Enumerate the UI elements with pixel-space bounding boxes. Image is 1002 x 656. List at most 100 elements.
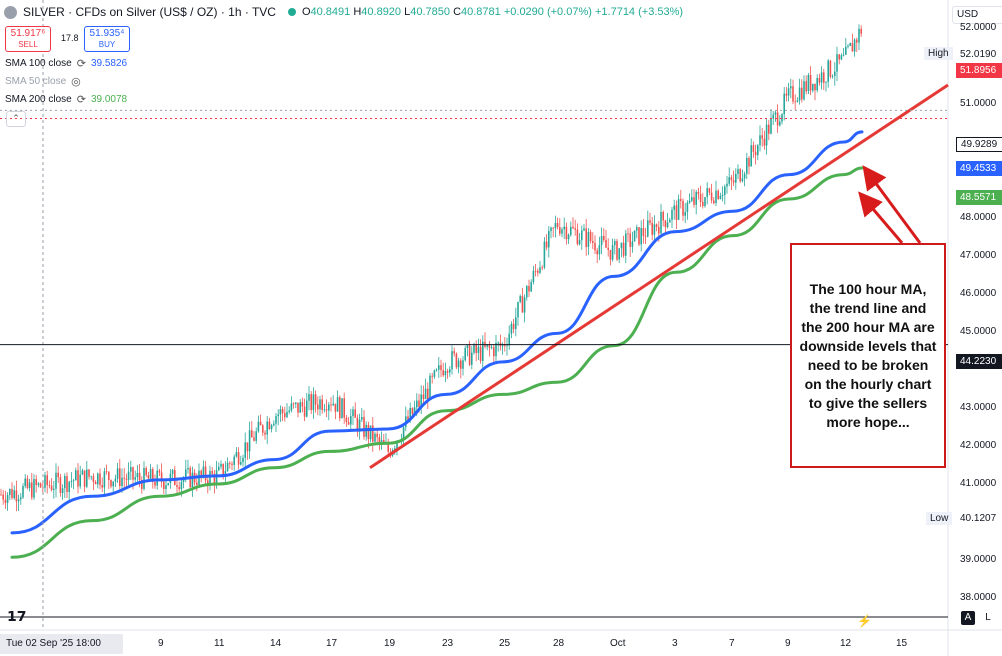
candle-body <box>847 45 849 47</box>
candle-body <box>101 485 103 488</box>
settings-icon[interactable]: ⟳ <box>76 58 86 70</box>
candle-body <box>143 467 145 489</box>
candle-body <box>160 472 163 482</box>
candle-body <box>6 495 9 503</box>
candle-body <box>378 437 381 443</box>
sma100-tag: 49.4533 <box>956 161 1002 176</box>
log-scale-button[interactable]: L <box>985 612 991 623</box>
candle-body <box>532 270 535 283</box>
candle-body <box>321 399 323 410</box>
candle-body <box>46 475 48 486</box>
collapse-indicators-button[interactable]: ⌃ <box>6 111 26 127</box>
candle-body <box>279 409 282 415</box>
candle-body <box>589 231 592 242</box>
hidden-eye-icon[interactable]: ◎ <box>71 76 81 88</box>
spread-value: 17.8 <box>61 33 79 43</box>
symbol-icon <box>4 5 17 19</box>
candle-body <box>783 93 785 115</box>
candle-body <box>578 240 581 245</box>
candle-body <box>669 219 671 223</box>
candle-body <box>565 226 568 240</box>
candle-body <box>281 409 284 414</box>
candle-body <box>411 407 414 415</box>
candle-body <box>521 296 524 313</box>
candle-body <box>695 191 697 205</box>
candle-body <box>776 112 779 126</box>
candle-body <box>620 242 623 249</box>
candle-body <box>440 365 442 371</box>
candle-body <box>653 224 656 235</box>
price-tick: 39.0000 <box>960 554 997 565</box>
candle-body <box>380 439 383 443</box>
candle-body <box>671 209 673 220</box>
candle-body <box>713 200 715 204</box>
candle-body <box>673 205 675 210</box>
candle-body <box>655 224 658 227</box>
candle-body <box>288 410 290 412</box>
indicator-sma50[interactable]: SMA 50 close ◎ <box>5 76 81 88</box>
indicator-sma100[interactable]: SMA 100 close ⟳ 39.5826 <box>5 58 128 70</box>
candle-body <box>552 227 554 229</box>
candle-body <box>530 282 532 292</box>
candle-body <box>341 398 343 419</box>
candle-body <box>644 235 647 237</box>
candle-body <box>684 211 686 216</box>
buy-button[interactable]: 51.935⁴ BUY <box>84 26 130 52</box>
candle-body <box>306 400 308 417</box>
candle-body <box>488 344 491 348</box>
candle-body <box>231 463 233 465</box>
currency-select[interactable]: USD <box>952 6 1002 24</box>
candle-body <box>682 200 684 216</box>
candle-body <box>801 87 803 100</box>
candle-body <box>416 400 418 408</box>
candle-body <box>396 441 398 449</box>
candle-body <box>446 370 449 373</box>
candle-body <box>147 475 150 479</box>
candle-body <box>842 54 845 56</box>
series-line-sma-100-close <box>10 130 864 535</box>
candle-body <box>413 407 416 415</box>
settings-icon[interactable]: ⟳ <box>76 94 86 106</box>
candle-body <box>185 469 187 479</box>
candle-body <box>286 411 288 418</box>
candle-body <box>482 341 484 361</box>
candle-body <box>356 417 359 432</box>
candle-body <box>706 188 708 198</box>
candle-body <box>477 346 480 354</box>
candle-body <box>310 394 312 411</box>
candle-body <box>680 199 682 201</box>
candle-body <box>743 173 746 179</box>
time-cursor-label: Tue 02 Sep '25 18:00 <box>0 634 123 654</box>
candle-body <box>512 323 515 329</box>
last-price-tag: 51.8956 <box>956 63 1002 78</box>
alert-icon[interactable]: ⚡ <box>857 614 872 628</box>
candle-body <box>270 425 273 429</box>
candle-body <box>345 417 348 422</box>
candle-body <box>70 481 73 482</box>
candle-body <box>609 249 612 260</box>
price-tick: 47.0000 <box>960 250 997 261</box>
candle-body <box>165 485 167 489</box>
candle-body <box>506 345 508 347</box>
candle-body <box>693 197 695 205</box>
candle-body <box>152 469 154 482</box>
candle-body <box>820 72 823 83</box>
candle-body <box>759 135 761 146</box>
candle-body <box>433 370 436 377</box>
candle-body <box>17 499 20 502</box>
indicator-sma200[interactable]: SMA 200 close ⟳ 39.0078 <box>5 94 128 106</box>
sell-button[interactable]: 51.917⁶ SELL <box>5 26 51 52</box>
candle-body <box>614 241 616 246</box>
price-tick: 52.0000 <box>960 22 997 33</box>
candle-body <box>295 402 297 404</box>
candle-body <box>347 421 350 425</box>
symbol-title[interactable]: SILVER · CFDs on Silver (US$ / OZ) · 1h … <box>23 5 276 19</box>
candle-body <box>785 93 788 96</box>
candle-body <box>444 370 447 376</box>
auto-scale-button[interactable]: A <box>961 611 975 625</box>
candle-body <box>418 400 420 407</box>
candle-body <box>253 437 255 441</box>
candle-body <box>858 28 860 43</box>
